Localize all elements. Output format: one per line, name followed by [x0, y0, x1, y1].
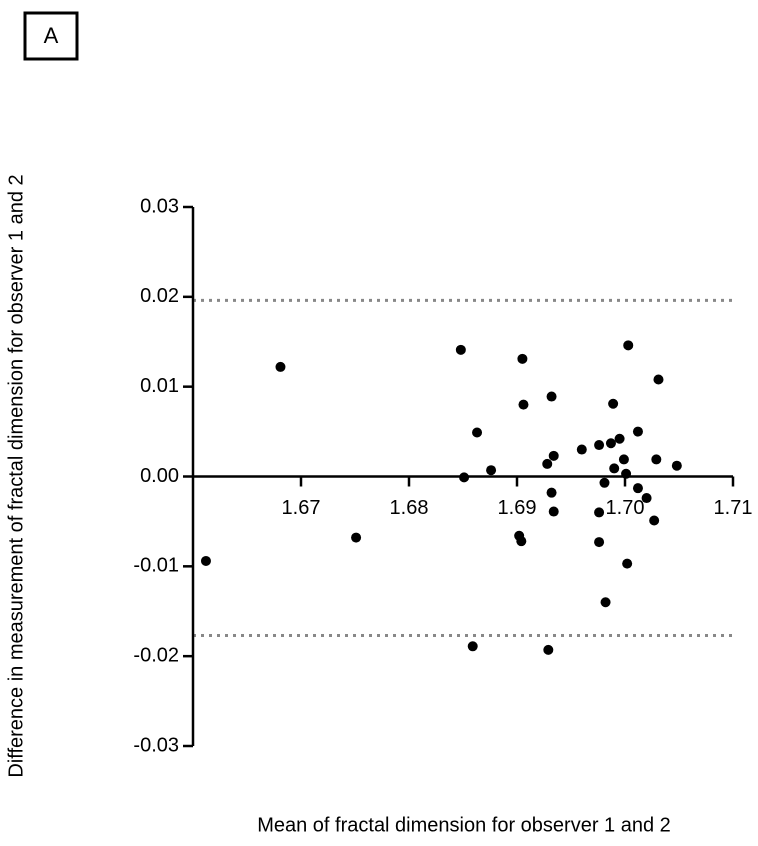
point [614, 433, 625, 444]
point [605, 438, 616, 449]
point [546, 487, 557, 498]
point [548, 450, 559, 461]
point [632, 483, 643, 494]
point [649, 515, 660, 526]
point [671, 460, 682, 471]
point [594, 507, 605, 518]
point [641, 493, 652, 504]
point [486, 465, 497, 476]
point [621, 468, 632, 479]
point [651, 454, 662, 465]
point [599, 477, 610, 488]
point [608, 398, 619, 409]
point [594, 537, 605, 548]
panel-box [23, 11, 79, 61]
y-tick-label: -0.01 [133, 555, 179, 577]
point [632, 426, 643, 437]
point [542, 458, 553, 469]
point [275, 361, 286, 372]
point [653, 374, 664, 385]
y-axis-label: Difference in measurement of fractal dim… [5, 174, 27, 777]
panel-label: A [44, 23, 59, 48]
point [472, 427, 483, 438]
point [459, 472, 470, 483]
y-tick-label: 0.01 [140, 375, 179, 397]
x-tick-label: 1.68 [390, 497, 429, 519]
x-tick-label: 1.71 [714, 497, 753, 519]
point [600, 597, 611, 608]
point [543, 644, 554, 655]
point [546, 391, 557, 402]
x-axis-label: Mean of fractal dimension for observer 1… [257, 814, 671, 836]
point [517, 353, 528, 364]
y-tick-label: 0.02 [140, 285, 179, 307]
point [594, 440, 605, 451]
x-tick-label: 1.70 [606, 497, 645, 519]
point [623, 340, 634, 351]
point [618, 454, 629, 465]
point [455, 344, 466, 355]
y-tick-label: -0.03 [133, 734, 179, 756]
point [622, 558, 633, 569]
point [576, 444, 587, 455]
point [200, 555, 211, 566]
y-tick-label: -0.02 [133, 644, 179, 666]
point [548, 506, 559, 517]
x-tick-label: 1.67 [282, 497, 321, 519]
point [518, 399, 529, 410]
x-tick-label: 1.69 [498, 497, 537, 519]
point [516, 536, 527, 547]
y-tick-label: 0.00 [140, 465, 179, 487]
y-tick-label: 0.03 [140, 195, 179, 217]
point [351, 532, 362, 543]
point [467, 641, 478, 652]
point [609, 463, 620, 474]
